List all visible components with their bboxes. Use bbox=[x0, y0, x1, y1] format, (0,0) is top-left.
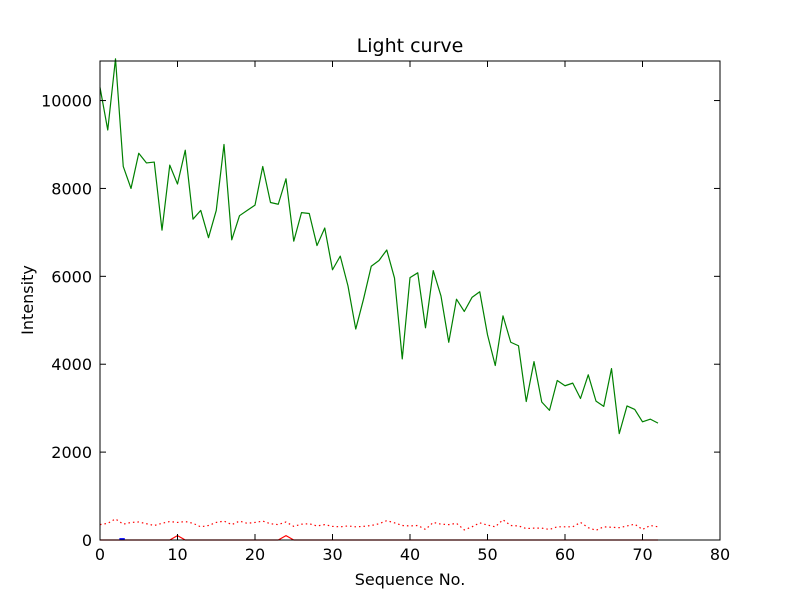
x-axis-label: Sequence No. bbox=[355, 570, 466, 589]
y-tick-label: 6000 bbox=[51, 267, 92, 286]
y-tick-label: 10000 bbox=[41, 92, 92, 111]
y-tick-label: 8000 bbox=[51, 179, 92, 198]
x-tick-label: 20 bbox=[245, 545, 265, 564]
x-tick-label: 0 bbox=[95, 545, 105, 564]
y-tick-label: 4000 bbox=[51, 355, 92, 374]
y-tick-label: 2000 bbox=[51, 443, 92, 462]
x-tick-label: 10 bbox=[167, 545, 187, 564]
x-tick-label: 70 bbox=[632, 545, 652, 564]
y-axis-label: Intensity bbox=[18, 265, 37, 335]
x-tick-label: 50 bbox=[477, 545, 497, 564]
y-tick-label: 0 bbox=[82, 531, 92, 550]
ticks-layer: 0 10 20 30 40 50 60 70 80 0 2000 4000 6000 8000 10000 bbox=[41, 61, 730, 564]
x-tick-label: 60 bbox=[555, 545, 575, 564]
x-tick-label: 30 bbox=[322, 545, 342, 564]
series-line-1 bbox=[99, 518, 659, 531]
series-line-0 bbox=[99, 58, 659, 435]
x-tick-label: 40 bbox=[400, 545, 420, 564]
x-tick-label: 80 bbox=[710, 545, 730, 564]
chart-title: Light curve bbox=[357, 35, 464, 57]
